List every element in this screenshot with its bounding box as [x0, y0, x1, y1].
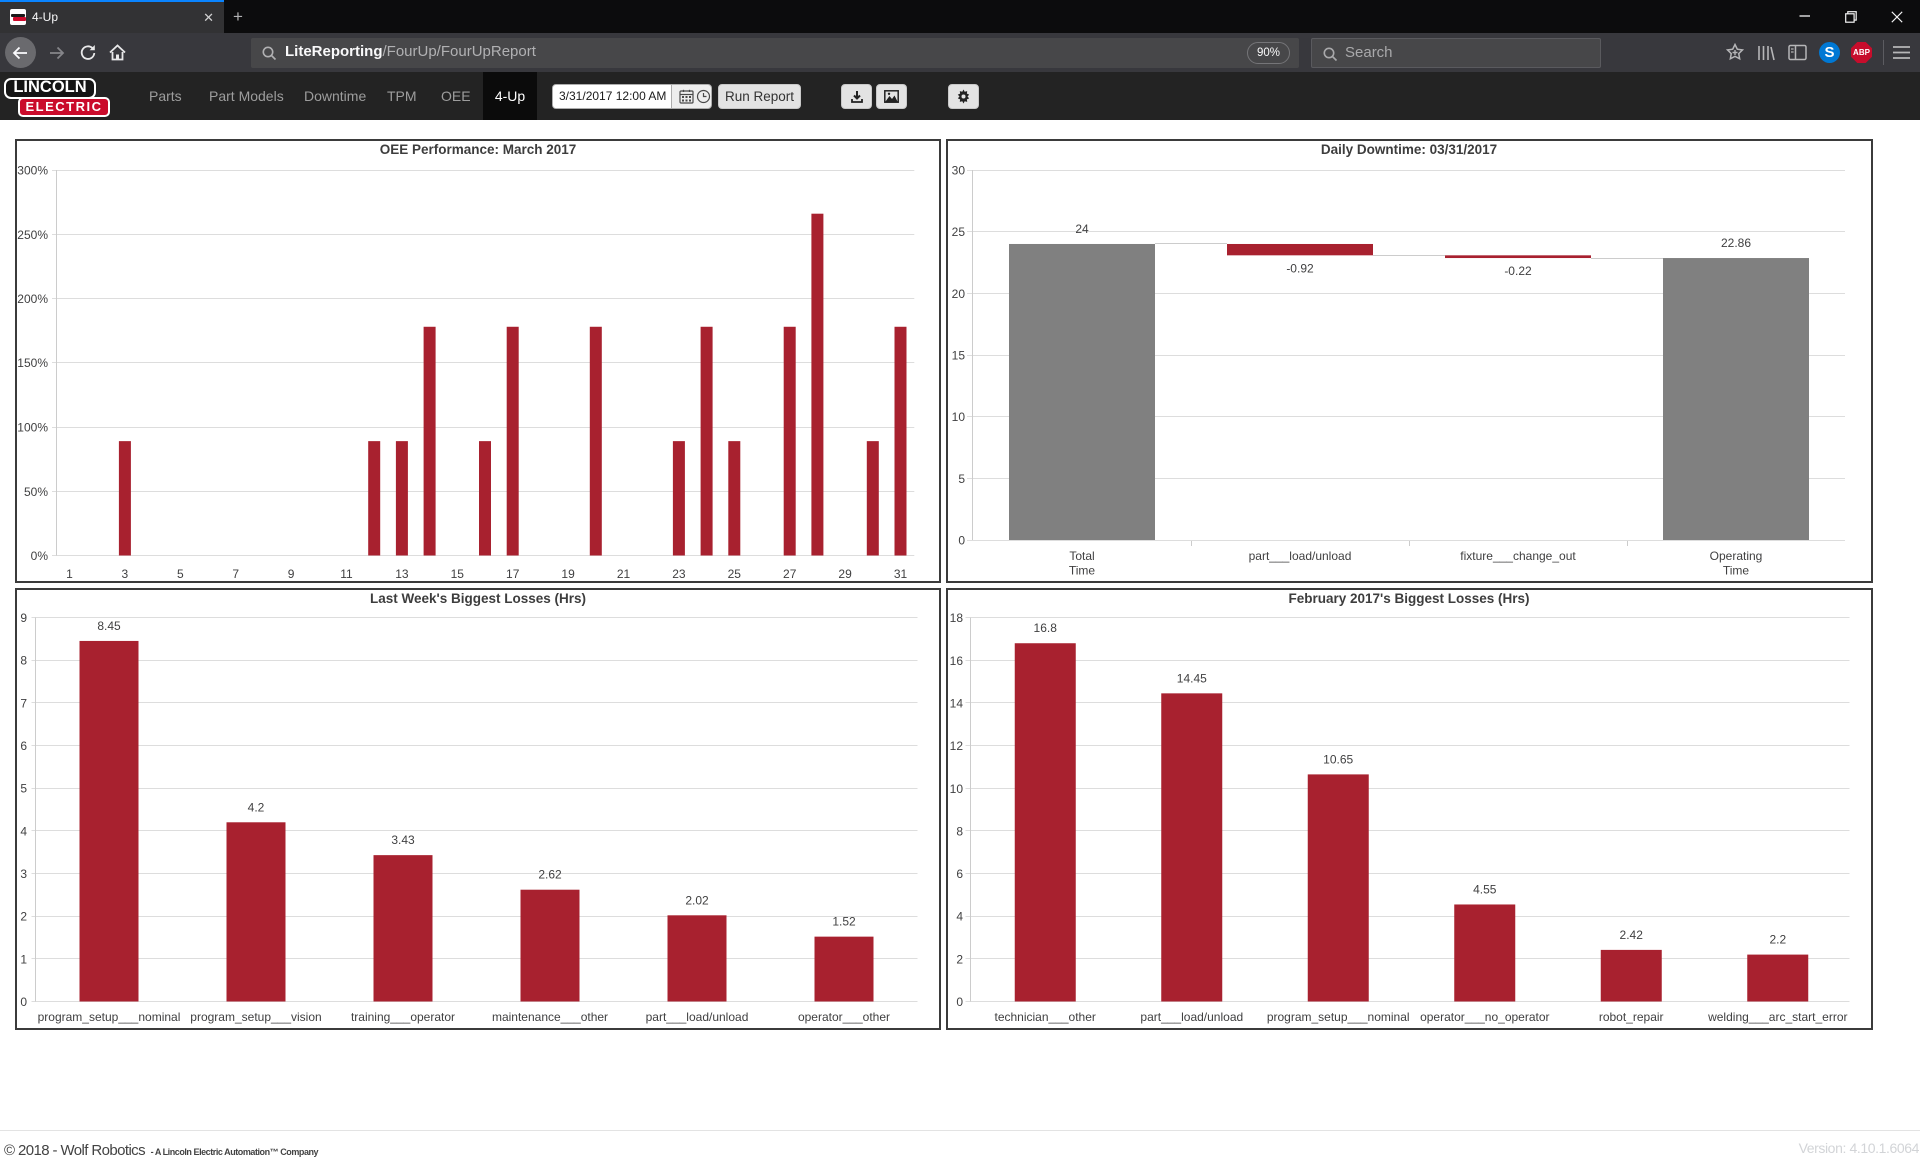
svg-text:4.2: 4.2 [248, 800, 265, 814]
svg-text:February 2017's Biggest Losses: February 2017's Biggest Losses (Hrs) [1288, 591, 1529, 606]
svg-text:Time: Time [1069, 564, 1096, 578]
svg-text:24: 24 [1075, 222, 1089, 236]
svg-text:OEE Performance: March 2017: OEE Performance: March 2017 [380, 142, 577, 157]
svg-text:5: 5 [177, 567, 184, 581]
svg-text:2.2: 2.2 [1769, 933, 1786, 947]
svg-text:program_setup___nominal: program_setup___nominal [38, 1010, 181, 1024]
svg-text:5: 5 [20, 782, 27, 796]
svg-text:training___operator: training___operator [351, 1010, 455, 1024]
svg-text:20: 20 [952, 287, 966, 301]
svg-text:Total: Total [1069, 549, 1094, 563]
svg-text:part___load/unload: part___load/unload [1140, 1010, 1243, 1024]
svg-text:27: 27 [783, 567, 797, 581]
svg-text:robot_repair: robot_repair [1599, 1010, 1664, 1024]
svg-text:30: 30 [952, 164, 966, 178]
svg-text:2.42: 2.42 [1620, 928, 1644, 942]
svg-text:14: 14 [950, 697, 964, 711]
svg-text:operator___other: operator___other [798, 1010, 890, 1024]
svg-text:3: 3 [20, 867, 27, 881]
svg-text:1: 1 [66, 567, 73, 581]
svg-text:4: 4 [956, 910, 963, 924]
svg-text:25: 25 [728, 567, 742, 581]
svg-text:31: 31 [894, 567, 908, 581]
svg-text:1: 1 [20, 952, 27, 966]
svg-text:23: 23 [672, 567, 686, 581]
svg-text:1.52: 1.52 [832, 915, 856, 929]
svg-text:16: 16 [950, 654, 964, 668]
svg-text:13: 13 [395, 567, 409, 581]
svg-text:part___load/unload: part___load/unload [1249, 549, 1352, 563]
svg-text:29: 29 [838, 567, 852, 581]
svg-text:10: 10 [952, 410, 966, 424]
svg-text:2: 2 [956, 952, 963, 966]
svg-text:technician___other: technician___other [994, 1010, 1095, 1024]
svg-text:2: 2 [20, 910, 27, 924]
svg-text:0%: 0% [31, 549, 49, 563]
svg-text:9: 9 [288, 567, 295, 581]
svg-text:19: 19 [561, 567, 575, 581]
svg-text:10.65: 10.65 [1323, 752, 1353, 766]
svg-text:8: 8 [956, 824, 963, 838]
svg-text:Last Week's Biggest Losses (Hr: Last Week's Biggest Losses (Hrs) [370, 591, 586, 606]
svg-text:4: 4 [20, 824, 27, 838]
svg-text:operator___no_operator: operator___no_operator [1420, 1010, 1549, 1024]
svg-text:9: 9 [20, 611, 27, 625]
svg-text:22.86: 22.86 [1721, 236, 1751, 250]
svg-text:15: 15 [451, 567, 465, 581]
svg-text:250%: 250% [17, 228, 48, 242]
svg-text:100%: 100% [17, 421, 48, 435]
svg-text:150%: 150% [17, 356, 48, 370]
svg-text:0: 0 [956, 995, 963, 1009]
svg-text:6: 6 [20, 739, 27, 753]
svg-text:2.62: 2.62 [538, 868, 562, 882]
svg-text:12: 12 [950, 739, 964, 753]
svg-text:welding___arc_start_error: welding___arc_start_error [1707, 1010, 1847, 1024]
svg-text:Daily Downtime: 03/31/2017: Daily Downtime: 03/31/2017 [1321, 142, 1497, 157]
svg-text:2.02: 2.02 [685, 893, 709, 907]
svg-text:program_setup___nominal: program_setup___nominal [1267, 1010, 1410, 1024]
svg-text:3: 3 [122, 567, 129, 581]
svg-text:18: 18 [950, 611, 964, 625]
svg-text:11: 11 [340, 567, 353, 581]
svg-text:15: 15 [952, 349, 966, 363]
svg-text:0: 0 [958, 534, 965, 548]
svg-text:25: 25 [952, 225, 966, 239]
svg-text:program_setup___vision: program_setup___vision [190, 1010, 321, 1024]
svg-text:Operating: Operating [1710, 549, 1763, 563]
svg-text:7: 7 [232, 567, 239, 581]
svg-text:maintenance___other: maintenance___other [492, 1010, 608, 1024]
svg-text:5: 5 [958, 472, 965, 486]
svg-text:fixture___change_out: fixture___change_out [1460, 549, 1576, 563]
svg-text:6: 6 [956, 867, 963, 881]
svg-text:8.45: 8.45 [97, 619, 121, 633]
svg-text:10: 10 [950, 782, 964, 796]
svg-text:200%: 200% [17, 292, 48, 306]
svg-text:21: 21 [617, 567, 631, 581]
svg-text:16.8: 16.8 [1034, 621, 1058, 635]
svg-text:-0.92: -0.92 [1286, 261, 1314, 275]
svg-text:-0.22: -0.22 [1504, 264, 1532, 278]
svg-text:Time: Time [1723, 564, 1750, 578]
svg-text:50%: 50% [24, 485, 48, 499]
svg-text:8: 8 [20, 654, 27, 668]
svg-text:7: 7 [20, 696, 27, 710]
svg-text:4.55: 4.55 [1473, 883, 1497, 897]
svg-text:part___load/unload: part___load/unload [646, 1010, 749, 1024]
svg-text:14.45: 14.45 [1177, 671, 1207, 685]
svg-text:300%: 300% [17, 164, 48, 178]
svg-text:3.43: 3.43 [391, 833, 415, 847]
svg-text:17: 17 [506, 567, 520, 581]
svg-text:0: 0 [20, 995, 27, 1009]
